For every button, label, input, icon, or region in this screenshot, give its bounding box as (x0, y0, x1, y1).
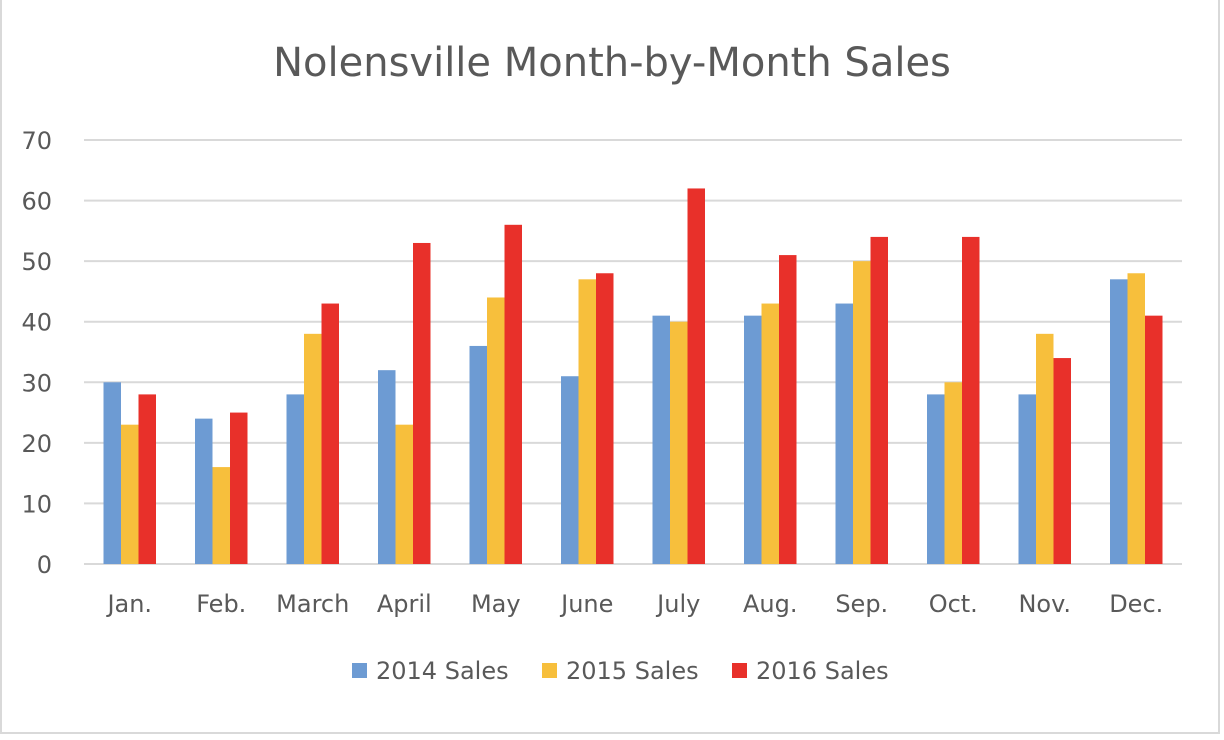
x-tick-label: Feb. (196, 590, 246, 618)
x-tick-label: July (655, 590, 700, 618)
y-tick-label: 10 (21, 490, 52, 518)
x-tick-label: March (276, 590, 349, 618)
x-tick-label: Aug. (743, 590, 798, 618)
bar (395, 424, 413, 564)
bar (469, 345, 487, 564)
y-tick-label: 50 (21, 248, 52, 276)
bar (378, 370, 396, 564)
bar (321, 303, 339, 564)
legend-swatch (352, 663, 367, 678)
x-tick-label: May (471, 590, 521, 618)
legend-label: 2016 Sales (756, 657, 889, 685)
x-tick-label: Sep. (835, 590, 888, 618)
legend-label: 2015 Sales (566, 657, 699, 685)
x-tick-label: April (377, 590, 432, 618)
chart-title: Nolensville Month-by-Month Sales (273, 40, 951, 86)
bar (138, 394, 156, 564)
bar (121, 424, 139, 564)
x-tick-label: Dec. (1109, 590, 1163, 618)
bar (944, 382, 962, 564)
bar (744, 315, 762, 564)
bar (962, 236, 980, 564)
bar (304, 333, 322, 564)
x-tick-label: June (559, 590, 613, 618)
x-tick-label: Jan. (105, 590, 152, 618)
bar (504, 224, 522, 565)
bar (927, 394, 945, 564)
bar (578, 279, 596, 564)
bar (103, 382, 121, 564)
bar (413, 242, 431, 564)
x-tick-label: Nov. (1018, 590, 1071, 618)
bar (230, 412, 248, 564)
bar (1110, 279, 1128, 564)
legend-label: 2014 Sales (376, 657, 509, 685)
y-tick-label: 0 (37, 551, 52, 579)
bar (779, 255, 797, 565)
y-tick-label: 60 (21, 188, 52, 216)
y-tick-label: 70 (21, 127, 52, 155)
bar (1145, 315, 1163, 564)
bar (596, 273, 614, 564)
bar (1036, 333, 1054, 564)
bar (652, 315, 670, 564)
y-tick-label: 20 (21, 430, 52, 458)
bar (670, 321, 688, 564)
y-tick-label: 40 (21, 309, 52, 337)
bar (286, 394, 304, 564)
legend-swatch (542, 663, 557, 678)
y-tick-label: 30 (21, 369, 52, 397)
bar (835, 303, 853, 564)
bar (1053, 358, 1071, 564)
bar (853, 261, 871, 564)
bar (212, 467, 230, 564)
bar (195, 418, 213, 564)
bar (487, 297, 505, 564)
bar (761, 303, 779, 564)
bar (687, 188, 705, 564)
x-tick-label: Oct. (929, 590, 978, 618)
legend-swatch (732, 663, 747, 678)
bar (1018, 394, 1036, 564)
bar (561, 376, 579, 564)
bar (1127, 273, 1145, 564)
bar (870, 236, 888, 564)
